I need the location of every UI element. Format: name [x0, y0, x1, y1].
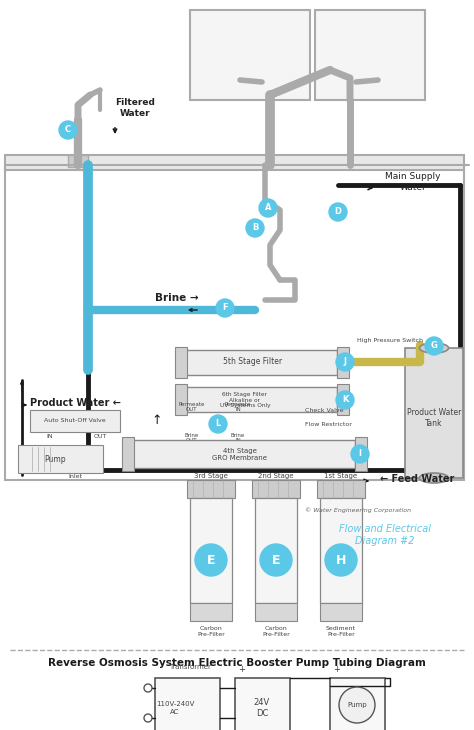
Bar [30, 410, 120, 432]
Text: Reverse Osmosis System Electric Booster Pump Tubing Diagram: Reverse Osmosis System Electric Booster … [48, 658, 426, 668]
Text: Product Water ←: Product Water ← [30, 398, 121, 408]
Text: High Pressure Switch: High Pressure Switch [357, 338, 423, 343]
Text: 4th Stage
GRO Membrane: 4th Stage GRO Membrane [212, 447, 267, 461]
Ellipse shape [419, 343, 448, 353]
Bar [190, 10, 310, 100]
Text: E: E [207, 553, 215, 566]
Text: IN: IN [46, 434, 53, 439]
Text: Flow Restrictor: Flow Restrictor [305, 423, 352, 428]
Bar [190, 603, 232, 621]
Text: +: + [238, 665, 245, 674]
Bar [405, 348, 463, 478]
Bar [182, 350, 337, 375]
Text: Carbon
Pre-Filter: Carbon Pre-Filter [197, 626, 225, 637]
Bar [337, 347, 349, 378]
Circle shape [260, 544, 292, 576]
Text: E: E [272, 553, 280, 566]
Text: 6th Stage Filter
Alkaline or
UV Systems Only: 6th Stage Filter Alkaline or UV Systems … [219, 392, 270, 408]
Bar [182, 387, 337, 412]
Text: Brine →: Brine → [155, 293, 199, 303]
Text: B: B [252, 223, 258, 232]
Text: Inlet: Inlet [68, 474, 82, 478]
Circle shape [336, 353, 354, 371]
Bar [320, 603, 362, 621]
Text: Pump: Pump [44, 455, 66, 464]
Text: Brine
IN: Brine IN [231, 433, 245, 443]
Circle shape [329, 203, 347, 221]
Bar [337, 384, 349, 415]
Bar [330, 678, 385, 730]
Bar [255, 603, 297, 621]
Text: Pump: Pump [347, 702, 367, 708]
Bar [175, 347, 187, 378]
Text: Permeate
IN: Permeate IN [225, 402, 251, 412]
Bar [190, 498, 232, 603]
Text: 110V-240V
AC: 110V-240V AC [156, 702, 194, 715]
Circle shape [339, 687, 375, 723]
Text: C: C [65, 126, 71, 134]
Text: K: K [342, 396, 348, 404]
Text: Filtered
Water: Filtered Water [115, 99, 155, 118]
Bar [252, 480, 300, 498]
Text: Auto Shut-Off Valve: Auto Shut-Off Valve [44, 418, 106, 423]
Bar [187, 480, 235, 498]
Text: Flow and Electrical
Diagram #2: Flow and Electrical Diagram #2 [339, 524, 431, 546]
Text: +: + [333, 665, 340, 674]
Text: F: F [222, 304, 228, 312]
Circle shape [59, 121, 77, 139]
Text: Brine
OUT: Brine OUT [185, 433, 199, 443]
Text: 1st Stage: 1st Stage [324, 473, 357, 479]
Text: ↑: ↑ [152, 413, 162, 426]
Circle shape [325, 544, 357, 576]
Text: 2nd Stage: 2nd Stage [258, 473, 294, 479]
Text: Check Valve: Check Valve [305, 407, 344, 412]
Text: 3rd Stage: 3rd Stage [194, 473, 228, 479]
Bar [68, 155, 88, 167]
Text: Product Water
Tank: Product Water Tank [407, 408, 461, 428]
Circle shape [195, 544, 227, 576]
Bar [255, 498, 297, 603]
Bar [5, 167, 464, 480]
Text: Sediment
Pre-Filter: Sediment Pre-Filter [326, 626, 356, 637]
Bar [355, 437, 367, 471]
Text: H: H [336, 553, 346, 566]
Ellipse shape [419, 473, 448, 483]
Circle shape [259, 199, 277, 217]
Bar [155, 678, 220, 730]
Text: 24V
DC: 24V DC [254, 699, 270, 718]
Bar [122, 437, 134, 471]
Text: Main Supply
Water: Main Supply Water [385, 172, 440, 192]
Bar [175, 384, 187, 415]
Circle shape [216, 299, 234, 317]
Circle shape [425, 337, 443, 355]
Bar [320, 498, 362, 603]
Circle shape [209, 415, 227, 433]
Circle shape [144, 714, 152, 722]
Circle shape [351, 445, 369, 463]
Text: Permeate
OUT: Permeate OUT [179, 402, 205, 412]
Bar [18, 445, 103, 473]
Bar [5, 155, 464, 170]
Text: D: D [335, 207, 341, 217]
Text: © Water Engineering Corporation: © Water Engineering Corporation [305, 507, 411, 512]
Bar [315, 10, 425, 100]
Text: OUT: OUT [93, 434, 107, 439]
Bar [317, 480, 365, 498]
Text: J: J [344, 358, 346, 366]
Text: A: A [265, 204, 271, 212]
Circle shape [336, 391, 354, 409]
Text: G: G [430, 342, 438, 350]
Circle shape [246, 219, 264, 237]
Text: Carbon
Pre-Filter: Carbon Pre-Filter [262, 626, 290, 637]
Text: L: L [215, 420, 220, 429]
Circle shape [144, 684, 152, 692]
Bar [130, 440, 355, 468]
Text: 5th Stage Filter: 5th Stage Filter [223, 358, 283, 366]
Text: Transformer: Transformer [169, 664, 211, 670]
Text: I: I [358, 450, 362, 458]
Bar [235, 678, 290, 730]
Text: ← Feed Water: ← Feed Water [380, 474, 455, 484]
